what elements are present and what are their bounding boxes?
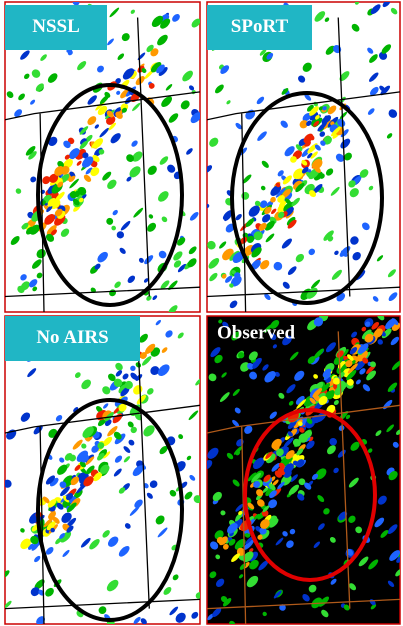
panel-label: NSSL <box>32 16 80 37</box>
panel-label: SPoRT <box>231 16 289 37</box>
panel-observed: Observed <box>201 310 403 626</box>
panel-nssl: NSSL <box>2 0 204 316</box>
panel-sport: SPoRT <box>203 0 400 312</box>
radar-comparison: NSSL SPoRT No AIRS Observed <box>0 0 403 626</box>
panel-label: No AIRS <box>36 327 108 348</box>
panel-label: Observed <box>217 322 296 343</box>
panel-no-airs: No AIRS <box>0 311 204 626</box>
